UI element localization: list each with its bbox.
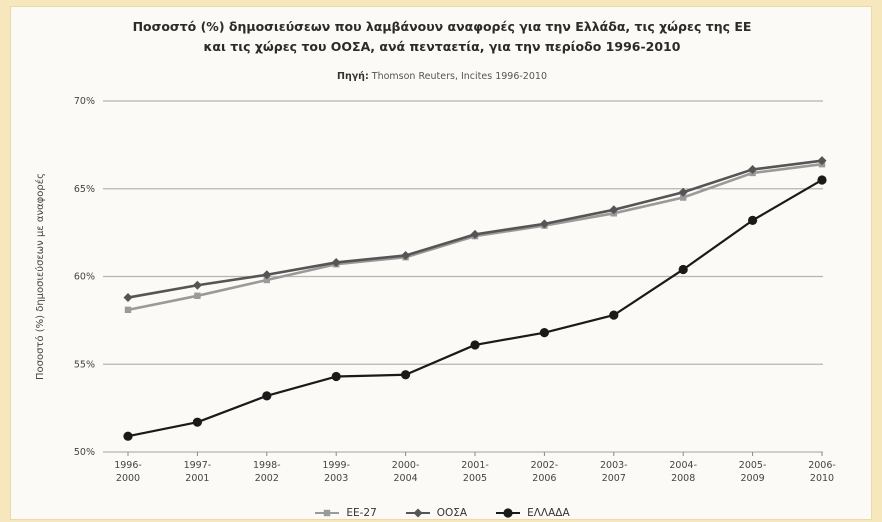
series-3-point xyxy=(748,215,758,225)
x-tick-label-bottom: 2003 xyxy=(324,473,348,484)
x-tick-label-bottom: 2010 xyxy=(810,473,834,484)
y-tick-label: 60% xyxy=(74,272,95,283)
x-tick-label-bottom: 2007 xyxy=(602,473,626,484)
chart-frame: Ποσοστό (%) δημοσιεύσεων που λαμβάνουν α… xyxy=(10,6,872,520)
series-3-point xyxy=(192,417,202,427)
x-tick-label-top: 2001- xyxy=(461,460,489,471)
line-chart: 50% 55% 60% 65% 70% Ποσοστό (%) δημοσιεύσεων … xyxy=(34,96,836,484)
series-2-point xyxy=(123,293,133,303)
source-label: Πηγή: xyxy=(337,71,369,82)
series-2-point xyxy=(331,257,341,267)
x-tick-label-top: 1996- xyxy=(114,460,142,471)
legend-item: ΕΕ-27 xyxy=(314,507,377,519)
x-tick-label-bottom: 2000 xyxy=(116,473,140,484)
series-line-3 xyxy=(127,179,823,438)
legend-swatch xyxy=(315,509,340,517)
chart-title-line1: Ποσοστό (%) δημοσιεύσεων που λαμβάνουν α… xyxy=(132,19,752,34)
series-3-point xyxy=(470,340,480,350)
legend-item: ΟΟΣΑ xyxy=(405,507,467,519)
series-3-point xyxy=(123,431,133,441)
y-tick-label: 65% xyxy=(74,184,95,195)
x-tick-label-bottom: 2009 xyxy=(741,473,765,484)
series-3-point xyxy=(401,370,411,380)
series-2-point xyxy=(192,280,202,290)
legend-label: ΟΟΣΑ xyxy=(436,507,468,519)
series-3-point xyxy=(262,391,272,401)
series-3-point xyxy=(678,264,688,275)
series-3-point xyxy=(331,371,341,382)
x-tick-label-bottom: 2004 xyxy=(394,473,418,484)
legend-swatch xyxy=(405,508,430,518)
x-tick-label-top: 1999- xyxy=(322,460,350,471)
legend-swatch xyxy=(496,508,521,518)
series-2-point xyxy=(262,270,272,280)
chart-legend: ΕΕ-27 ΟΟΣΑ ΕΛΛΑΔΑ xyxy=(11,507,873,522)
y-tick-label: 70% xyxy=(74,96,95,107)
y-tick-label: 50% xyxy=(74,447,95,458)
source-text: Thomson Reuters, Incites 1996-2010 xyxy=(371,71,547,82)
x-tick-label-top: 2003- xyxy=(600,460,628,471)
x-tick-label-bottom: 2001 xyxy=(185,473,209,484)
series-1-point xyxy=(194,292,201,300)
series-2-point xyxy=(609,205,619,215)
x-tick-label-top: 2002- xyxy=(531,460,559,471)
x-tick-label-top: 2004- xyxy=(669,460,697,471)
series-1-point xyxy=(124,306,132,314)
series-2-point xyxy=(401,250,411,260)
series-2-point xyxy=(817,156,827,166)
x-tick-label-top: 2005- xyxy=(739,460,767,471)
legend-swatch-marker xyxy=(413,508,423,518)
series-1-point xyxy=(680,194,687,201)
x-tick-label-top: 1998- xyxy=(253,460,281,471)
chart-title-line2: και τις χώρες του ΟΟΣΑ, ανά πενταετία, γ… xyxy=(203,39,681,54)
x-tick-label-top: 2006- xyxy=(808,460,836,471)
y-axis-label: Ποσοστό (%) δημοσιεύσεων με αναφορές xyxy=(34,173,46,380)
legend-swatch-marker xyxy=(324,509,331,517)
series-2-point xyxy=(748,164,758,174)
legend-item: ΕΛΛΑΔΑ xyxy=(495,507,570,519)
series-3-point xyxy=(539,328,550,338)
chart-source: Πηγή: Thomson Reuters, Incites 1996-2010 xyxy=(11,71,873,82)
x-tick-label-bottom: 2005 xyxy=(463,473,487,484)
series-1-point xyxy=(263,276,270,284)
legend-label: ΕΛΛΑΔΑ xyxy=(527,507,570,519)
series-3-point xyxy=(817,175,827,185)
legend-label: ΕΕ-27 xyxy=(346,507,377,519)
x-tick-label-bottom: 2002 xyxy=(255,473,279,484)
x-tick-label-top: 1997- xyxy=(184,460,212,471)
x-tick-label-bottom: 2008 xyxy=(671,473,695,484)
series-2-point xyxy=(470,229,480,239)
x-tick-label-bottom: 2006 xyxy=(532,473,556,484)
series-2-point xyxy=(678,187,688,197)
y-tick-label: 55% xyxy=(74,359,95,370)
x-tick-label-top: 2000- xyxy=(392,460,420,471)
legend-swatch-marker xyxy=(503,508,513,518)
series-2-point xyxy=(539,219,549,229)
series-3-point xyxy=(609,310,619,320)
